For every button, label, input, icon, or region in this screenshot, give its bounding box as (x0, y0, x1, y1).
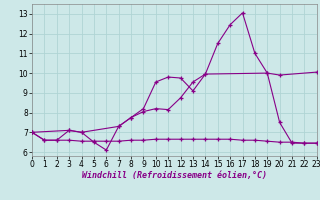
X-axis label: Windchill (Refroidissement éolien,°C): Windchill (Refroidissement éolien,°C) (82, 171, 267, 180)
